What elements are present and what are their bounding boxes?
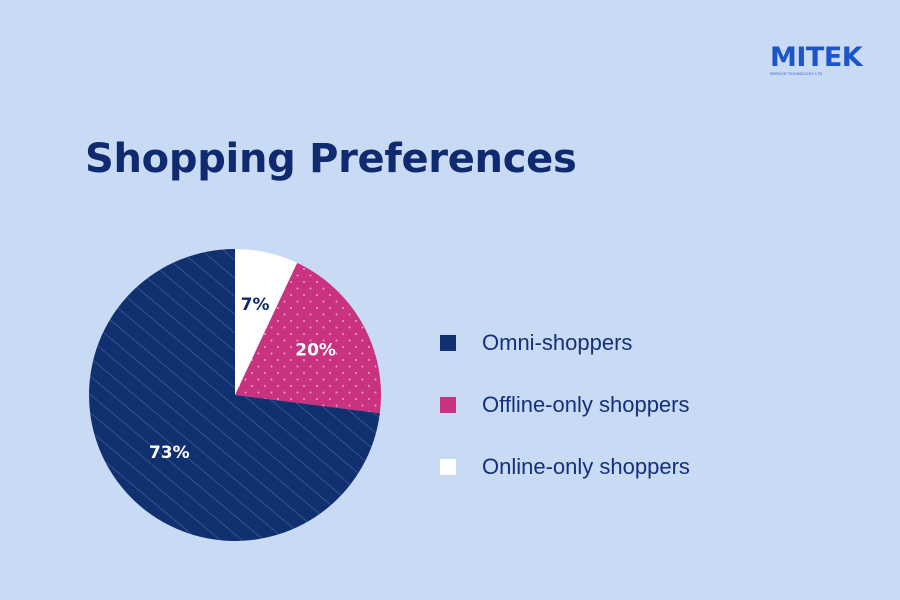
legend-item-omni: Omni-shoppers	[440, 312, 690, 374]
pie-label-online-only-shoppers: 7%	[241, 295, 270, 315]
pie-label-offline-only-shoppers: 20%	[295, 341, 336, 361]
legend-swatch-online	[440, 459, 456, 475]
logo-tagline: SERVICE TECHNOLOGY LTD	[770, 72, 823, 76]
legend-label-omni: Omni-shoppers	[482, 330, 633, 355]
pie-chart: 7% 20% 73%	[89, 249, 381, 541]
legend-label-online: Online-only shoppers	[482, 454, 690, 479]
legend-swatch-offline	[440, 397, 456, 413]
brand-logo: MITEK SERVICE TECHNOLOGY LTD	[770, 42, 866, 77]
legend-item-offline: Offline-only shoppers	[440, 374, 690, 436]
pie-slice-pattern-omni-shoppers	[89, 249, 380, 541]
legend-swatch-omni	[440, 335, 456, 351]
legend-item-online: Online-only shoppers	[440, 436, 690, 498]
chart-legend: Omni-shoppers Offline-only shoppers Onli…	[440, 312, 690, 498]
logo-wordmark: MITEK	[770, 42, 863, 73]
legend-label-offline: Offline-only shoppers	[482, 392, 690, 417]
pie-label-omni-shoppers: 73%	[149, 443, 190, 463]
chart-title: Shopping Preferences	[85, 136, 577, 182]
pie-slice-online-only-shoppers	[235, 249, 298, 395]
pie-slice-pattern-offline-only-shoppers	[235, 262, 381, 414]
